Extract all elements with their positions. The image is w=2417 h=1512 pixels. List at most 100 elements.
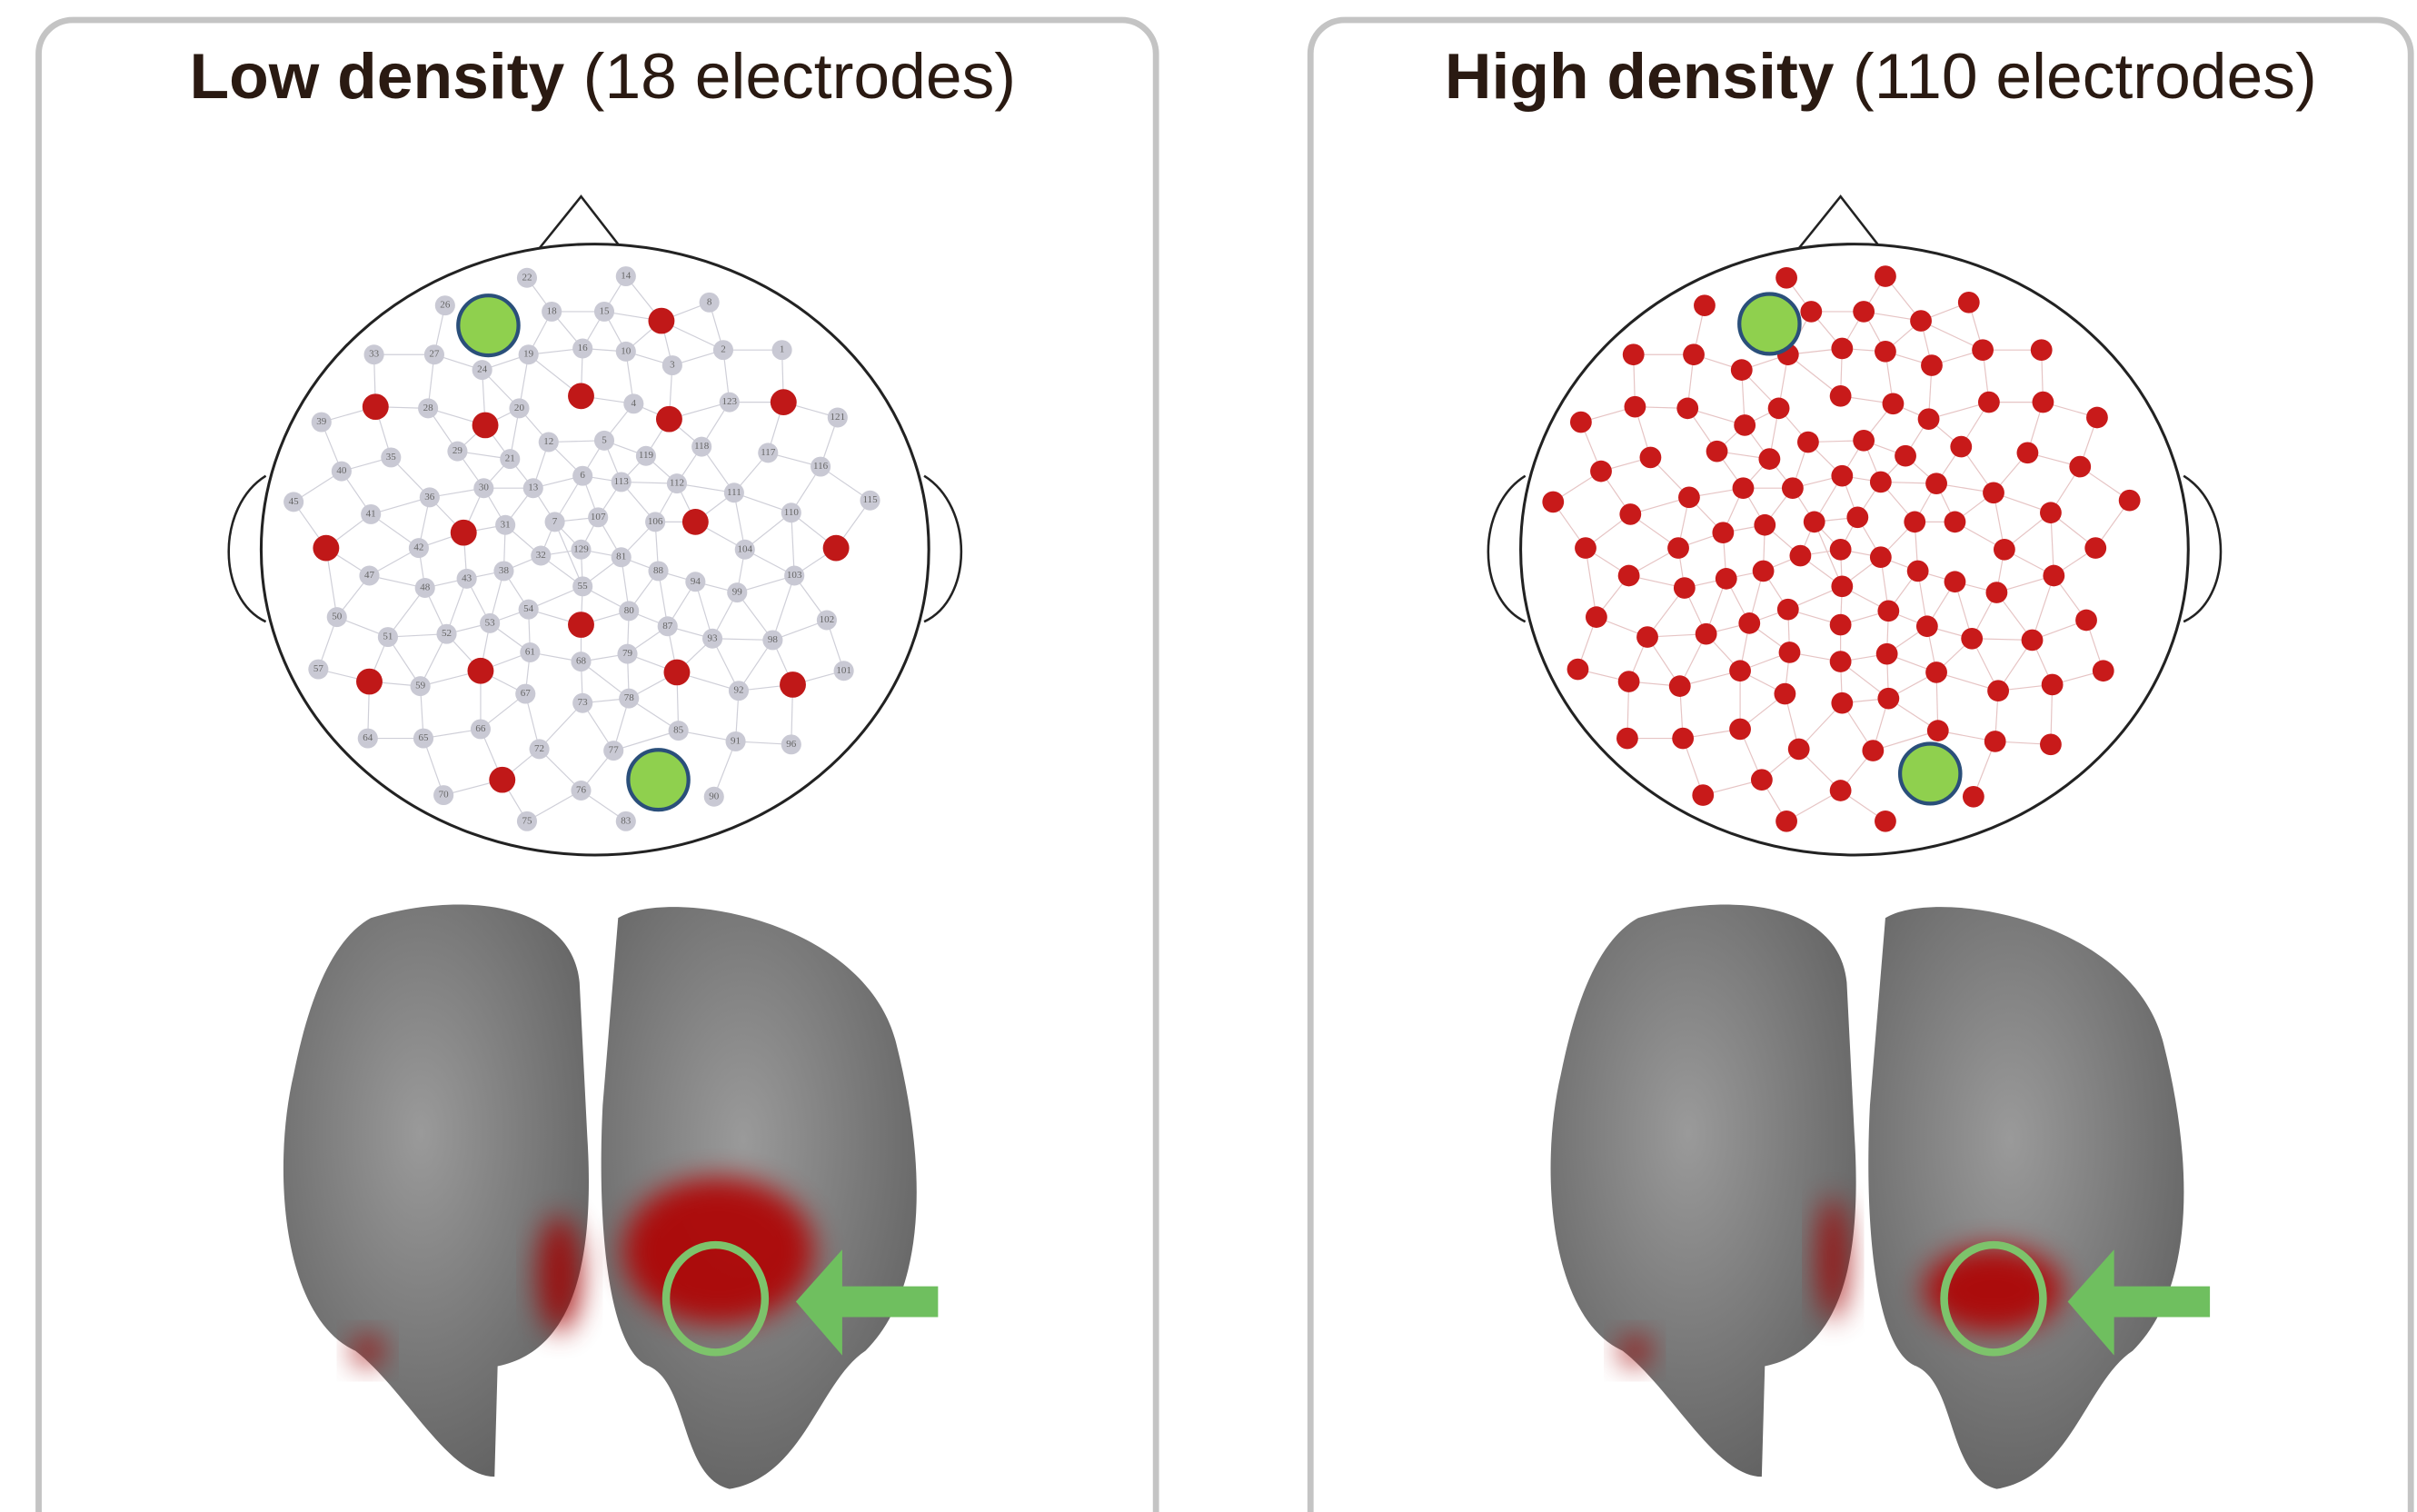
electrode-label: 76 <box>576 785 587 796</box>
active-electrode <box>780 671 806 698</box>
active-electrode <box>1950 436 1972 458</box>
electrode-label: 35 <box>386 452 397 463</box>
active-electrode <box>1875 811 1896 832</box>
active-electrode <box>1694 294 1716 316</box>
electrode-label: 13 <box>528 482 539 493</box>
electrode-label: 27 <box>429 349 440 360</box>
electrode-label: 16 <box>578 343 589 353</box>
active-electrode <box>1775 267 1797 289</box>
electrode-label: 77 <box>609 745 620 756</box>
electrode-label: 43 <box>462 572 472 583</box>
active-electrode <box>2017 443 2039 464</box>
electrode-label: 68 <box>576 656 587 667</box>
active-electrode <box>1945 512 1966 533</box>
electrode-label: 106 <box>648 516 663 527</box>
electrode-label: 52 <box>442 628 452 639</box>
active-electrode <box>1751 769 1773 791</box>
electrode-label: 26 <box>440 300 451 311</box>
electrode-label: 121 <box>831 412 846 423</box>
active-electrode <box>1910 310 1932 332</box>
electrode-label: 8 <box>707 296 712 307</box>
electrode-label: 55 <box>578 581 589 592</box>
electrode-label: 80 <box>624 605 635 616</box>
electrode-label: 92 <box>733 685 743 696</box>
title-bold: Low density <box>190 41 565 113</box>
active-electrode <box>2075 610 2097 632</box>
electrode-label: 22 <box>522 272 532 283</box>
title-bold: High density <box>1445 41 1835 113</box>
electrode-label: 90 <box>709 791 720 801</box>
electrode-label: 66 <box>475 723 486 734</box>
active-electrode <box>1789 545 1811 567</box>
active-electrode <box>1618 565 1640 587</box>
active-electrode <box>1978 392 2000 413</box>
active-electrode <box>1895 445 1916 467</box>
title-rest: (18 electrodes) <box>583 41 1016 113</box>
electrode-label: 15 <box>599 305 610 316</box>
active-electrode <box>1994 539 2015 561</box>
electrode-label: 85 <box>673 725 684 736</box>
electrode-label: 75 <box>522 815 532 826</box>
electrode-label: 67 <box>521 688 532 699</box>
electrode-label: 117 <box>761 447 776 458</box>
electrode-label: 48 <box>420 582 431 593</box>
active-electrode <box>2084 537 2106 559</box>
electrode-label: 64 <box>363 732 373 743</box>
electrode-label: 12 <box>543 436 553 447</box>
reference-electrode <box>1900 743 1960 803</box>
active-electrode <box>1753 561 1775 582</box>
active-electrode <box>1590 461 1612 482</box>
active-electrode <box>1768 398 1790 420</box>
active-electrode <box>2040 502 2062 523</box>
electrode-label: 1 <box>780 344 785 355</box>
activation <box>1619 1336 1650 1367</box>
active-electrode <box>1916 615 1938 637</box>
active-electrode <box>1925 662 1947 683</box>
electrode-label: 28 <box>423 403 434 413</box>
electrode-label: 119 <box>639 450 654 461</box>
heads: 2214261815833272419161032128204123121393… <box>229 196 2221 855</box>
active-electrode <box>2093 660 2114 681</box>
active-electrode <box>1830 539 1852 561</box>
electrode-label: 102 <box>820 614 835 625</box>
electrode-label: 112 <box>670 478 684 489</box>
electrode-label: 47 <box>364 570 375 581</box>
active-electrode <box>1669 675 1691 697</box>
active-electrode <box>363 393 389 420</box>
active-electrode <box>1788 739 1810 761</box>
electrode-label: 41 <box>366 508 376 519</box>
active-electrode <box>1830 651 1852 672</box>
electrode-label: 57 <box>313 663 324 674</box>
active-electrode <box>1640 447 1662 469</box>
page: {"panels": [ {"title_bold": "Low density… <box>0 0 2417 1512</box>
electrode-label: 72 <box>534 743 544 754</box>
electrode-label: 24 <box>477 364 488 375</box>
electrode-label: 59 <box>415 681 426 691</box>
active-electrode <box>1667 537 1689 559</box>
active-electrode <box>1972 339 1994 361</box>
active-electrode <box>1619 503 1641 525</box>
electrode-label: 99 <box>732 587 743 598</box>
active-electrode <box>1754 514 1775 536</box>
electrode-label: 7 <box>552 516 558 527</box>
electrode-label: 129 <box>573 543 589 554</box>
electrode-label: 78 <box>624 692 635 703</box>
electrode-label: 2 <box>721 344 726 355</box>
active-electrode <box>1875 265 1896 287</box>
active-electrode <box>2033 392 2054 413</box>
electrode-label: 123 <box>721 396 737 407</box>
active-electrode <box>313 535 339 562</box>
active-electrode <box>1985 582 2007 603</box>
electrode-label: 96 <box>786 739 797 750</box>
active-electrode <box>682 509 709 535</box>
electrode-label: 39 <box>316 416 327 427</box>
active-electrode <box>1738 612 1760 634</box>
active-electrode <box>1696 623 1717 645</box>
active-electrode <box>1983 482 2004 503</box>
electrode-label: 73 <box>578 697 589 708</box>
electrode-label: 30 <box>479 482 490 493</box>
active-electrode <box>1921 354 1943 376</box>
active-electrode <box>1706 441 1728 463</box>
electrode-label: 54 <box>523 603 534 614</box>
electrode-label: 6 <box>580 470 585 481</box>
